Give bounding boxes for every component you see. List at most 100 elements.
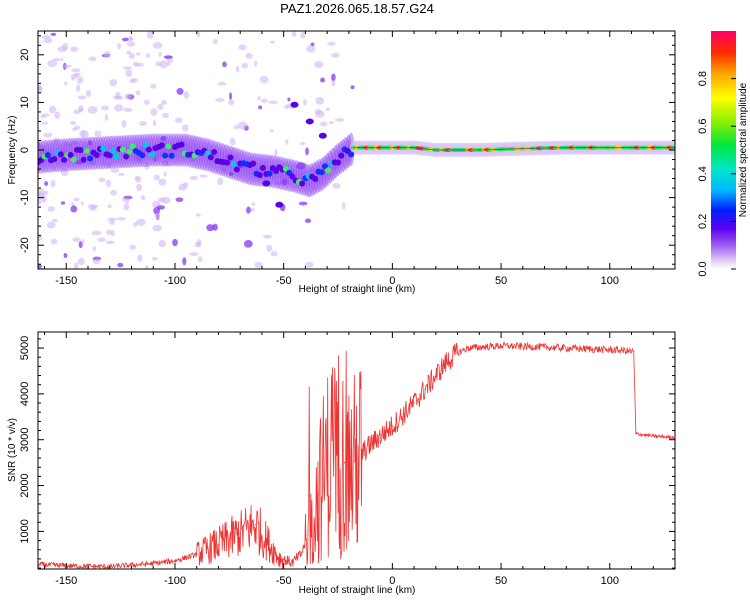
spectrogram-noise-blob	[195, 213, 201, 217]
spectrogram-y-axis-label: Frequency (Hz)	[7, 116, 18, 185]
spectrogram-noise-blob	[270, 251, 278, 257]
colorbar-tick-label: 0.0	[697, 261, 709, 276]
spectrogram-ridge-halo	[60, 138, 68, 172]
spectrogram-noise-blob	[71, 68, 81, 73]
snr-data-points	[38, 345, 675, 568]
spectrogram-noise-blob	[243, 239, 253, 248]
spectrogram-noise-blob	[64, 81, 68, 86]
snr-data-point	[380, 434, 383, 436]
spectrogram-noise-blob	[71, 202, 75, 206]
spectrogram-noise-blob	[217, 81, 227, 86]
spectrogram-noise-blob	[101, 161, 106, 165]
spectrogram-ridge-core	[61, 156, 68, 163]
spectrogram-noise-blob	[154, 212, 161, 220]
spectrogram-ridge-core	[289, 173, 296, 180]
spectrogram-ridge-core	[70, 156, 77, 163]
spectrogram-ridge-core	[211, 149, 218, 156]
snr-data-point	[620, 349, 622, 351]
spectrogram-noise-blob	[38, 143, 41, 150]
snr-frame	[37, 331, 676, 570]
snr-data-point	[402, 413, 404, 416]
spectrogram-noise-blob	[331, 73, 336, 82]
spectrogram-noise-blob	[60, 168, 69, 177]
snr-data-point	[254, 523, 257, 526]
spectrogram-noise-blob	[51, 218, 58, 223]
spectrogram-noise-blob	[133, 155, 142, 163]
spectrogram-noise-blob	[74, 125, 81, 130]
spectrogram-noise-blob	[182, 257, 187, 266]
spectrogram-ridge-halo	[50, 139, 58, 173]
spectrogram-noise-blob	[262, 234, 272, 239]
spectrogram-noise-blob	[152, 256, 158, 261]
spectrogram-ridge-halo	[141, 133, 149, 168]
spectrogram-noise-blob	[50, 32, 57, 37]
spectrogram-ridge-halo	[282, 157, 290, 191]
spectrogram-noise-blob	[291, 31, 297, 37]
spectrogram-noise-blob	[81, 239, 85, 245]
spectrogram-noise-blob	[181, 124, 189, 132]
spectrogram-noise-blob	[222, 61, 227, 68]
spectrogram-noise-blob	[88, 56, 97, 62]
colorbar-tick-label: 0.2	[697, 214, 709, 229]
spectrogram-noise-blob	[73, 72, 81, 77]
spectrogram-ridge-halo	[191, 135, 199, 169]
snr-data-point	[435, 374, 437, 377]
spectrogram-noise-blob	[237, 121, 248, 130]
spectrogram-ridge-halo	[188, 134, 196, 168]
spectrogram-noise-blob	[266, 244, 273, 252]
spectrogram-noise-blob	[273, 182, 283, 186]
spectrogram-noise-blob	[229, 137, 236, 146]
spectrogram-noise-blob	[109, 219, 115, 225]
spectrogram-noise-blob	[161, 196, 171, 204]
spectrogram-ridge-core	[123, 153, 130, 160]
spectrogram-noise-blob	[41, 35, 51, 39]
spectrogram-noise-blob	[305, 147, 309, 156]
spectrogram-noise-blob	[129, 244, 136, 250]
spectrogram-noise-blob	[97, 237, 106, 242]
snr-x-ticks: -150 -100 -50 0 50 100	[44, 332, 676, 587]
snr-data-point	[467, 347, 470, 349]
spectrogram-noise-blob	[123, 203, 130, 211]
spectrogram-ridge-centerline	[353, 147, 675, 151]
snr-y-tick-label: 3000	[19, 427, 31, 451]
spectrogram-y-tick-label: -10	[19, 190, 31, 206]
spectrogram-secondary-blob	[262, 180, 271, 187]
snr-data-point	[265, 539, 267, 542]
spectrogram-noise-blob	[47, 206, 55, 212]
spectrogram-noise-blob	[197, 256, 203, 262]
spectrogram-noise-blob	[137, 254, 143, 263]
spectrogram-ridge-halo	[334, 142, 342, 177]
spectrogram-ridge-halo	[308, 163, 316, 197]
spectrogram-x-axis-label: Height of straight line (km)	[299, 284, 416, 295]
spectrogram-noise-blob	[73, 197, 80, 202]
colorbar: 0.0 0.2 0.4 0.6 0.8 Normalized spectral ampl…	[697, 31, 749, 277]
spectrogram-noise-blob	[206, 224, 215, 232]
spectrogram-noise-blob	[315, 97, 325, 105]
spectrogram-noise-blob	[125, 50, 132, 55]
snr-x-axis-label: Height of straight line (km)	[299, 585, 416, 596]
spectrogram-noise-blob	[160, 135, 167, 142]
spectrogram-ridge-halo	[71, 137, 79, 171]
spectrogram-ridge-halo	[99, 136, 107, 170]
spectrogram-ridge-core	[57, 151, 64, 158]
spectrogram-y-tick-label: 10	[19, 96, 31, 108]
spectrogram-ridge-halo	[38, 140, 45, 174]
colorbar-ticks: 0.0 0.2 0.4 0.6 0.8	[697, 71, 736, 277]
spectrogram-noise-blob	[176, 87, 184, 95]
spectrogram-noise-blob	[136, 183, 143, 192]
spectrogram-x-tick-label: 100	[601, 275, 619, 287]
snr-data-point	[196, 553, 198, 555]
snr-x-tick-label: -50	[276, 575, 292, 587]
colorbar-tick-label: 0.4	[697, 166, 709, 181]
spectrogram-y-tick-label: 20	[19, 49, 31, 61]
spectrogram-noise-blob	[196, 239, 202, 247]
spectrogram-noise-blob	[91, 230, 102, 236]
spectrogram-noise-blob	[117, 42, 121, 50]
spectrogram-ridge-core	[67, 151, 74, 158]
spectrogram-noise-blob	[300, 141, 306, 146]
snr-y-tick-label: 1000	[19, 519, 31, 543]
spectrogram-noise-blob	[54, 111, 61, 120]
spectrogram-ridge-core	[142, 142, 149, 149]
